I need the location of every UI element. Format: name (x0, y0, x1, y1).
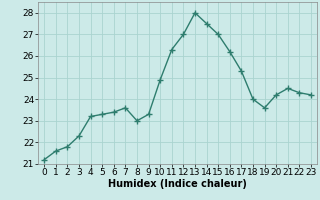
X-axis label: Humidex (Indice chaleur): Humidex (Indice chaleur) (108, 179, 247, 189)
